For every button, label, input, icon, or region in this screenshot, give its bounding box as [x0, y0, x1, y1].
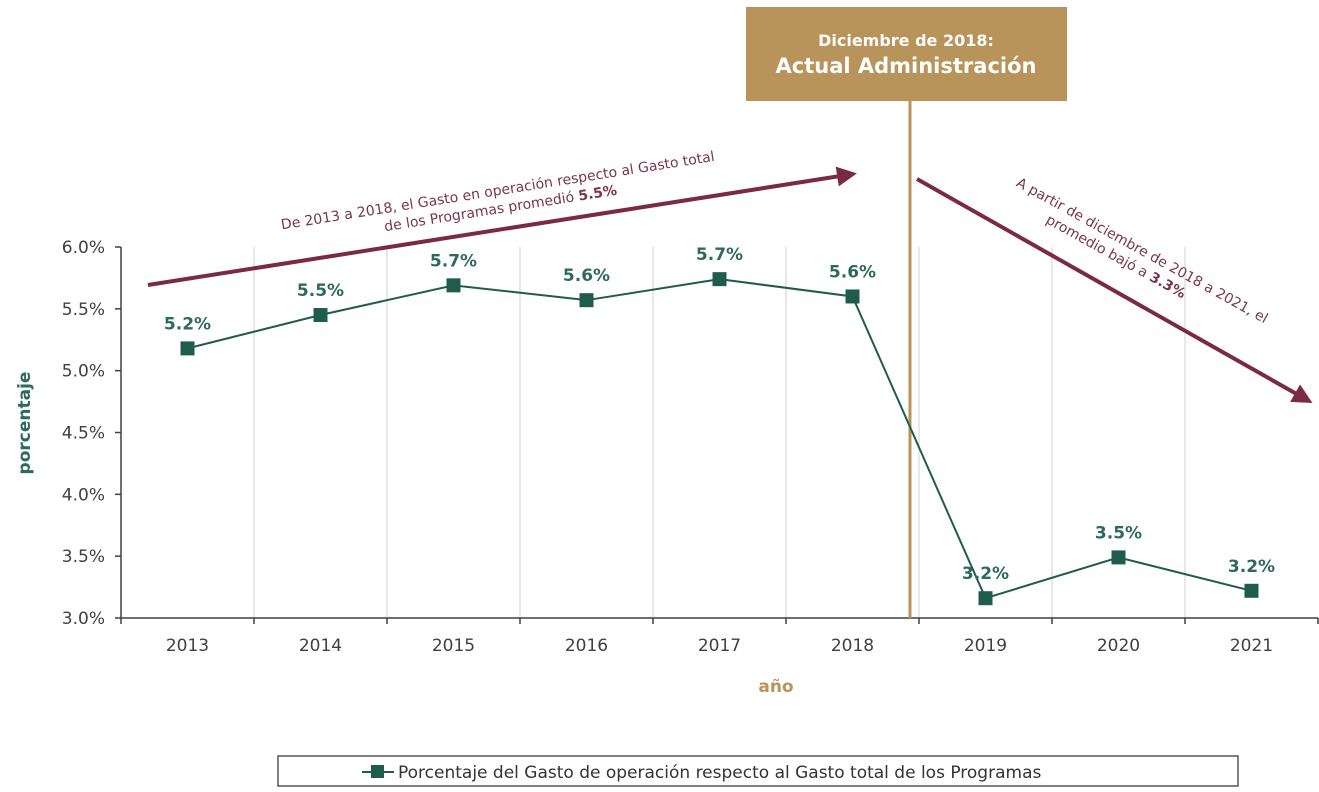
data-point — [313, 308, 328, 323]
right-annotation: A partir de diciembre de 2018 a 2021, el… — [1013, 175, 1270, 327]
data-label: 5.6% — [563, 266, 610, 286]
x-tick-label: 2019 — [964, 636, 1007, 656]
data-label: 3.5% — [1095, 523, 1142, 543]
x-tick-label: 2015 — [432, 636, 475, 656]
data-point — [579, 293, 594, 308]
x-tick-label: 2013 — [166, 636, 209, 656]
administration-box-line2: Actual Administración — [776, 54, 1037, 78]
data-label: 5.5% — [297, 281, 344, 301]
x-tick-label: 2014 — [299, 636, 342, 656]
data-point — [845, 289, 860, 304]
y-tick-label: 5.0% — [62, 362, 105, 382]
series — [180, 272, 1259, 606]
data-labels: 5.2% 5.5% 5.7% 5.6% 5.7% 5.6% 3.2% 3.5% 3.2% — [164, 245, 1275, 584]
x-tick-label: 2020 — [1097, 636, 1140, 656]
y-tick-label: 6.0% — [62, 238, 105, 258]
left-annotation: De 2013 a 2018, el Gasto en operación re… — [280, 149, 716, 235]
y-tick-label: 5.5% — [62, 300, 105, 320]
data-label: 5.7% — [696, 245, 743, 265]
data-label: 5.2% — [164, 314, 211, 334]
data-label: 5.7% — [430, 251, 477, 271]
administration-box-line1: Diciembre de 2018: — [818, 31, 994, 50]
y-tick-label: 3.0% — [62, 609, 105, 629]
left-trend-arrow — [147, 166, 857, 287]
x-tick-label: 2018 — [831, 636, 874, 656]
x-axis-title: año — [758, 677, 793, 697]
right-trend-arrow — [916, 177, 1313, 403]
y-axis-title: porcentaje — [15, 372, 35, 475]
x-tick-label: 2017 — [698, 636, 741, 656]
left-annotation-line1: De 2013 a 2018, el Gasto en operación re… — [280, 149, 716, 233]
data-label: 3.2% — [1228, 557, 1275, 577]
gridlines — [253, 247, 1186, 618]
legend-marker-swatch — [371, 765, 384, 778]
data-point — [1244, 583, 1259, 598]
y-tick-label: 3.5% — [62, 547, 105, 567]
y-tick-label: 4.0% — [62, 485, 105, 505]
legend-entry: Porcentaje del Gasto de operación respec… — [398, 763, 1041, 783]
y-tick-label: 4.5% — [62, 424, 105, 444]
data-label: 3.2% — [962, 564, 1009, 584]
data-point — [180, 341, 195, 356]
data-point — [712, 272, 727, 287]
data-point — [1111, 550, 1126, 565]
data-point — [978, 591, 993, 606]
legend-box — [277, 755, 1239, 787]
legend: Porcentaje del Gasto de operación respec… — [277, 755, 1239, 787]
data-label: 5.6% — [829, 262, 876, 282]
data-point — [446, 278, 461, 293]
axes: 6.0% 5.5% 5.0% 4.5% 4.0% 3.5% 3.0% 2013 2014 2015… — [62, 238, 1319, 656]
series-line — [187, 278, 1252, 600]
x-tick-label: 2016 — [565, 636, 608, 656]
x-tick-label: 2021 — [1230, 636, 1273, 656]
administration-box — [746, 7, 1067, 101]
